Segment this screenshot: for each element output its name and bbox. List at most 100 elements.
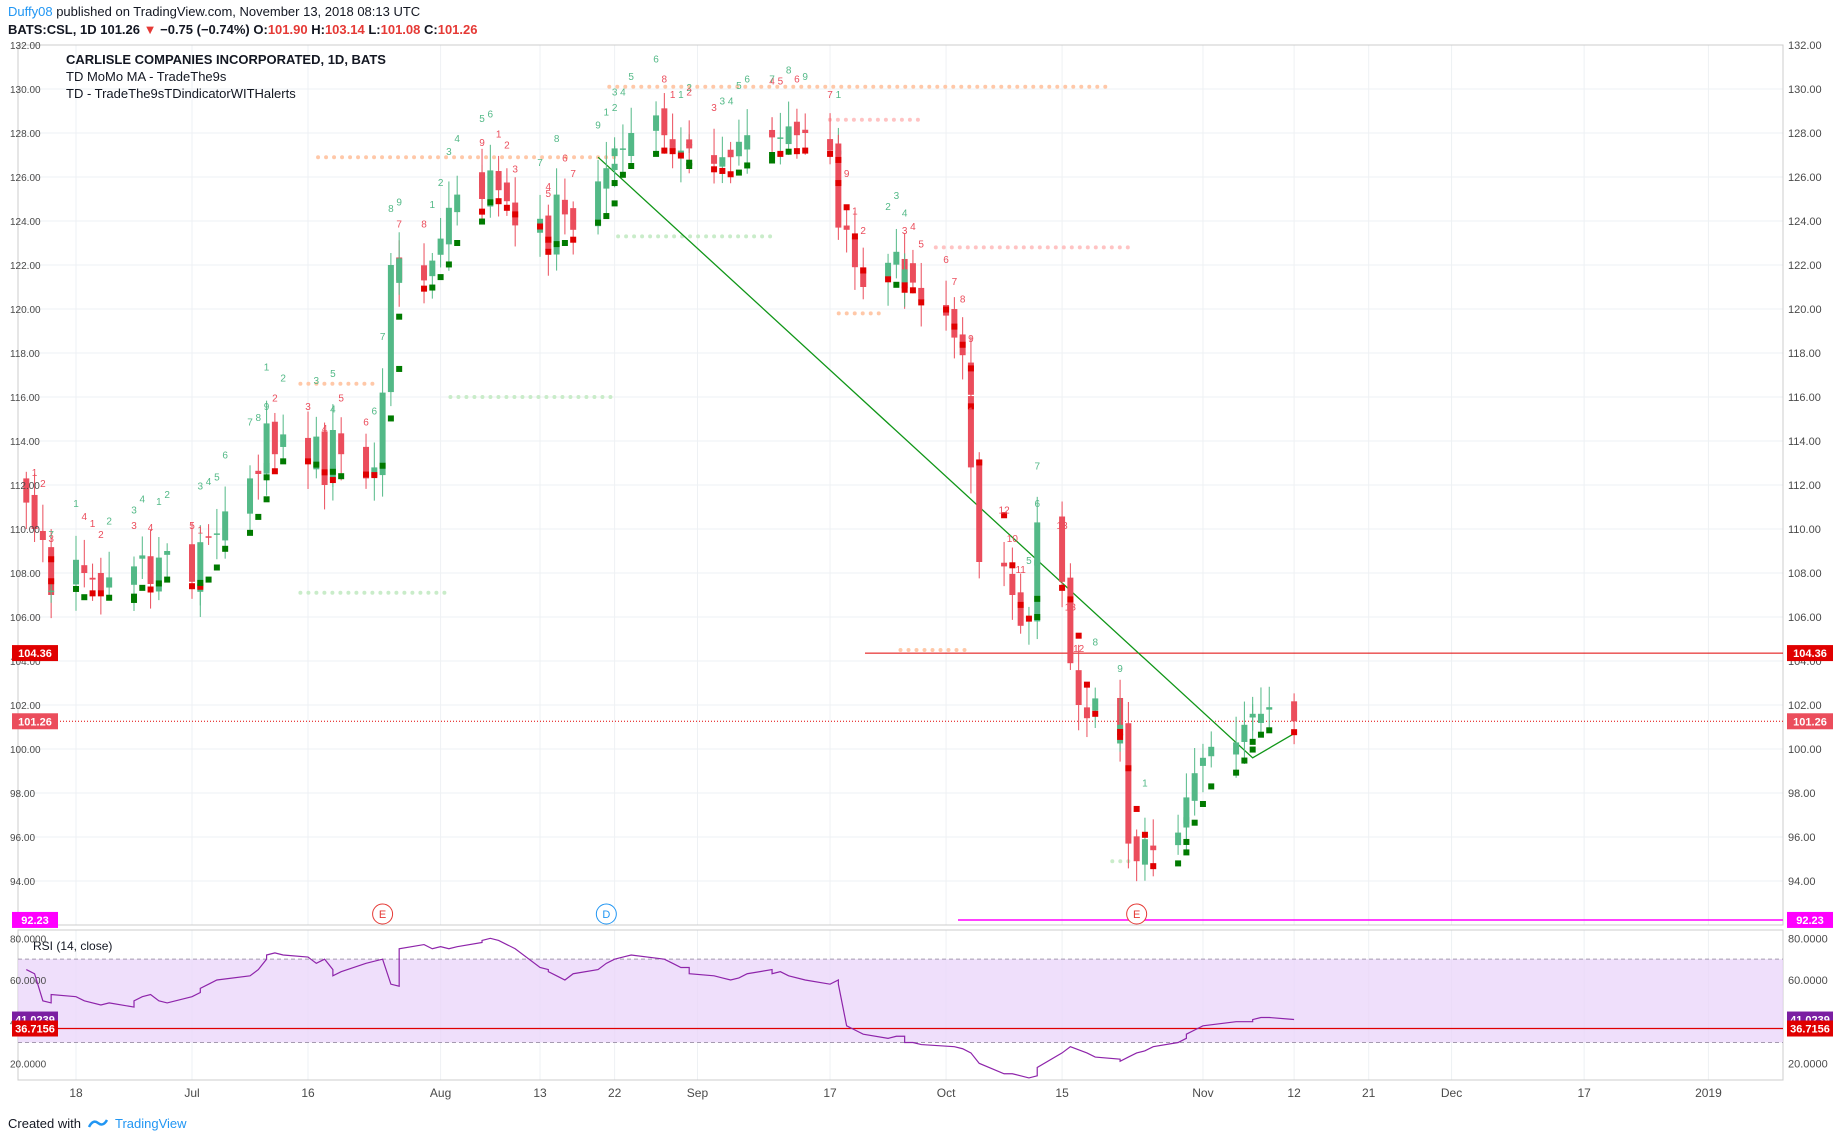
- momo-ma-marker: [387, 415, 394, 422]
- td-level-dot: [791, 84, 796, 89]
- candle-body: [793, 121, 800, 136]
- time-tick-label: 12: [1287, 1086, 1301, 1100]
- td-level-dot: [807, 84, 812, 89]
- candle-body: [1175, 832, 1182, 846]
- td-level-dot: [480, 395, 485, 399]
- momo-ma-marker: [222, 545, 229, 552]
- momo-ma-marker: [735, 169, 742, 176]
- td-level-dot: [736, 234, 741, 239]
- momo-ma-marker: [893, 281, 900, 288]
- candle-body: [595, 181, 602, 227]
- candle-body: [686, 139, 693, 149]
- candle-body: [1291, 701, 1298, 722]
- td-level-dot: [322, 381, 327, 386]
- td-level-dot: [672, 234, 677, 239]
- td-count-up: 4: [902, 209, 908, 220]
- momo-ma-marker: [851, 233, 858, 240]
- candle-body: [1092, 698, 1099, 711]
- price-change: −0.75 (−0.74%): [160, 22, 250, 37]
- td-level-dot: [354, 381, 359, 386]
- td-level-dot: [464, 395, 469, 399]
- td-level-dot: [536, 395, 541, 399]
- td-count-down: 1: [32, 468, 38, 479]
- td-level-dot: [1085, 245, 1090, 250]
- td-level-dot: [744, 234, 749, 239]
- td-level-dot: [1053, 245, 1058, 250]
- event-marker-letter: E: [1133, 909, 1140, 921]
- price-tick-label-right: 120.00: [1788, 304, 1822, 316]
- td-level-dot: [999, 84, 1004, 89]
- candle-body: [379, 392, 386, 476]
- td-level-dot: [688, 234, 693, 239]
- td-level-dot: [759, 84, 764, 89]
- td-level-dot: [935, 84, 940, 89]
- td-level-dot: [1007, 84, 1012, 89]
- price-tick-label-left: 104.00: [10, 657, 41, 668]
- momo-ma-marker: [305, 458, 312, 465]
- candle-body: [421, 265, 428, 281]
- time-tick-label: 21: [1362, 1086, 1376, 1100]
- price-tick-label-right: 106.00: [1788, 612, 1822, 624]
- momo-ma-marker: [744, 162, 751, 169]
- author-link[interactable]: Duffy08: [8, 4, 53, 19]
- candle-body: [885, 262, 892, 280]
- price-tick-label-left: 98.00: [10, 789, 35, 800]
- momo-ma-marker: [197, 579, 204, 586]
- time-tick-label: 17: [823, 1086, 837, 1100]
- candle-body: [222, 511, 229, 541]
- candle-body: [843, 225, 850, 230]
- momo-ma-marker: [885, 276, 892, 283]
- event-marker-circle: [1126, 903, 1148, 925]
- td-level-dot: [836, 311, 841, 316]
- td-level-dot: [1087, 84, 1092, 89]
- td-level-dot: [426, 590, 431, 595]
- candle-body: [1034, 559, 1041, 622]
- price-tick-label-left: 110.00: [10, 525, 40, 536]
- resistance-badge-right: 104.36: [1793, 648, 1827, 660]
- momo-ma-marker: [686, 163, 693, 169]
- td-level-dot: [871, 84, 876, 89]
- time-tick-label: 13: [533, 1086, 547, 1100]
- td-count-up: 6: [222, 451, 228, 462]
- td-level-dot: [528, 395, 533, 399]
- td-count-down: 6: [794, 74, 800, 85]
- momo-ma-marker: [155, 580, 162, 587]
- price-tick-label-left: 120.00: [10, 305, 41, 316]
- td-level-dot: [516, 155, 521, 160]
- td-level-dot: [704, 234, 709, 239]
- td-count-up: 2: [686, 83, 692, 94]
- symbol-label: BATS:CSL, 1D: [8, 22, 97, 37]
- price-tick-label-left: 130.00: [10, 85, 41, 96]
- price-tick-label-right: 96.00: [1788, 832, 1816, 844]
- td-count-down: 7: [827, 90, 833, 101]
- momo-ma-marker: [1249, 738, 1256, 745]
- high-label: H:: [311, 22, 325, 37]
- price-tick-label-left: 122.00: [10, 261, 41, 272]
- candle-body: [1083, 707, 1090, 719]
- candle-body: [213, 533, 220, 535]
- time-tick-label: Sep: [687, 1086, 709, 1100]
- low-value: 101.08: [380, 22, 421, 37]
- td-level-dot: [648, 234, 653, 239]
- td-level-dot: [887, 84, 892, 89]
- momo-ma-marker: [537, 223, 544, 230]
- td-level-dot: [380, 155, 385, 160]
- td-level-dot: [456, 395, 461, 399]
- tradingview-link[interactable]: TradingView: [114, 1116, 187, 1131]
- candle-body: [387, 265, 394, 393]
- momo-ma-marker: [611, 200, 618, 207]
- price-tick-label-left: 94.00: [10, 877, 35, 888]
- td-level-dot: [855, 84, 860, 89]
- td-level-dot: [815, 84, 820, 89]
- td-level-dot: [883, 117, 888, 122]
- close-label: C:: [424, 22, 438, 37]
- td-level-dot: [370, 381, 375, 386]
- td-level-dot: [500, 155, 505, 160]
- td-level-dot: [448, 395, 453, 399]
- time-tick-label: 16: [301, 1086, 315, 1100]
- price-tick-label-left: 132.00: [10, 41, 41, 52]
- td-level-dot: [696, 234, 701, 239]
- candle-body: [553, 194, 560, 255]
- td-count-down: 1: [976, 501, 982, 512]
